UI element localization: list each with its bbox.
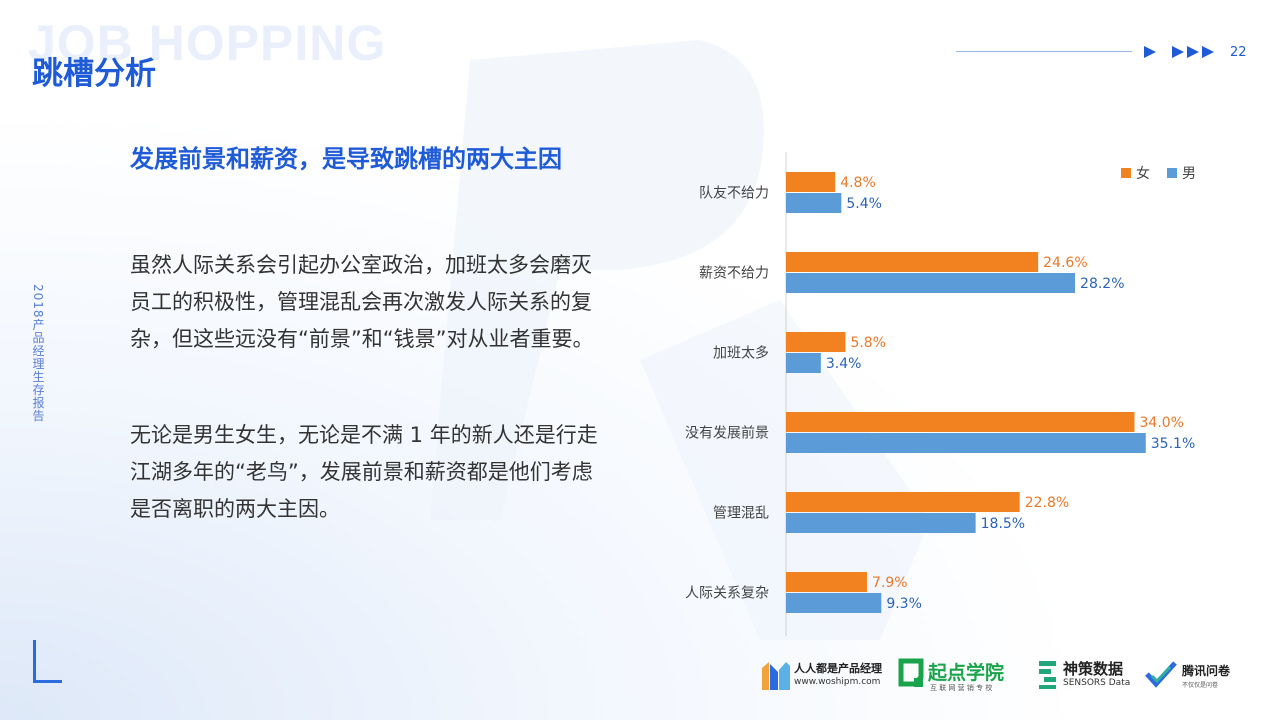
watermark-text: JOB HOPPING: [28, 15, 387, 71]
bar-female: [786, 412, 1135, 432]
body-paragraph-1: 虽然人际关系会引起办公室政治，加班太多会磨灭员工的积极性，管理混乱会再次激发人际…: [130, 253, 594, 351]
bar-male: [786, 193, 842, 213]
renren-logo-mark: [762, 662, 790, 690]
tencent-wenjuan-logo: 腾讯问卷 不仅仅是问卷: [1144, 656, 1256, 696]
category-label: 队友不给力: [699, 186, 769, 202]
report-side-caption: 2018产品经理生存报告: [31, 284, 45, 423]
sensors-logo: 神策数据 SENSORS Data: [1036, 656, 1140, 696]
data-label: 5.8%: [850, 335, 886, 351]
qidian-logo-name: 起点学院: [928, 662, 1005, 684]
qidian-logo-mark: [898, 658, 924, 687]
legend-swatch: [1121, 168, 1131, 178]
page-number: 22: [1230, 45, 1247, 60]
renren-logo-name: 人人都是产品经理: [794, 662, 882, 675]
data-label: 18.5%: [981, 516, 1025, 532]
renren-logo: 人人都是产品经理 www.woshipm.com: [760, 656, 890, 696]
qidian-logo: 起点学院 互 联 网 营 销 专 校: [898, 656, 1026, 696]
section-heading: 发展前景和薪资，是导致跳槽的两大主因: [130, 145, 562, 173]
sensors-logo-mark: [1039, 661, 1056, 689]
data-label: 7.9%: [872, 575, 908, 591]
checkmark-icon: [1145, 661, 1177, 688]
bar-male: [786, 353, 821, 373]
data-label: 3.4%: [826, 356, 862, 372]
data-label: 9.3%: [886, 596, 922, 612]
data-label: 22.8%: [1025, 495, 1069, 511]
legend-swatch: [1167, 168, 1177, 178]
bar-female: [786, 252, 1039, 272]
category-label: 没有发展前景: [685, 425, 769, 442]
data-label: 24.6%: [1043, 255, 1087, 271]
bar-male: [786, 433, 1146, 453]
partner-logos: 人人都是产品经理 www.woshipm.com 起点学院 互 联 网 营 销 …: [760, 656, 1260, 696]
category-label: 薪资不给力: [699, 266, 769, 282]
qidian-logo-sub: 互 联 网 营 销 专 校: [930, 684, 993, 692]
data-label: 28.2%: [1080, 276, 1124, 292]
tencent-logo-sub: 不仅仅是问卷: [1182, 682, 1219, 689]
data-label: 35.1%: [1151, 436, 1195, 452]
data-label: 5.4%: [846, 196, 882, 212]
legend-label: 男: [1182, 166, 1196, 182]
data-label: 4.8%: [840, 175, 876, 191]
bar-female: [786, 572, 867, 592]
tencent-logo-name: 腾讯问卷: [1182, 664, 1231, 678]
bar-female: [786, 492, 1020, 512]
corner-bracket-decoration: [33, 640, 62, 683]
body-paragraph-2: 无论是男生女生，无论是不满 1 年的新人还是行走江湖多年的“老鸟”，发展前景和薪…: [130, 423, 598, 521]
category-label: 管理混乱: [713, 506, 769, 522]
bar-female: [786, 172, 836, 192]
bar-male: [786, 513, 976, 533]
sensors-logo-sub: SENSORS Data: [1063, 678, 1131, 688]
category-label: 人际关系复杂: [685, 585, 769, 602]
page-title: 跳槽分析: [32, 56, 156, 92]
legend-label: 女: [1136, 165, 1150, 182]
sensors-logo-name: 神策数据: [1063, 660, 1124, 678]
header-divider: [956, 51, 1132, 52]
bar-female: [786, 332, 846, 352]
category-label: 加班太多: [713, 345, 769, 362]
data-label: 34.0%: [1140, 415, 1184, 431]
triangle-arrows-icon: [1144, 46, 1214, 58]
renren-logo-url: www.woshipm.com: [794, 677, 881, 687]
bar-male: [786, 593, 882, 613]
bar-male: [786, 273, 1076, 293]
